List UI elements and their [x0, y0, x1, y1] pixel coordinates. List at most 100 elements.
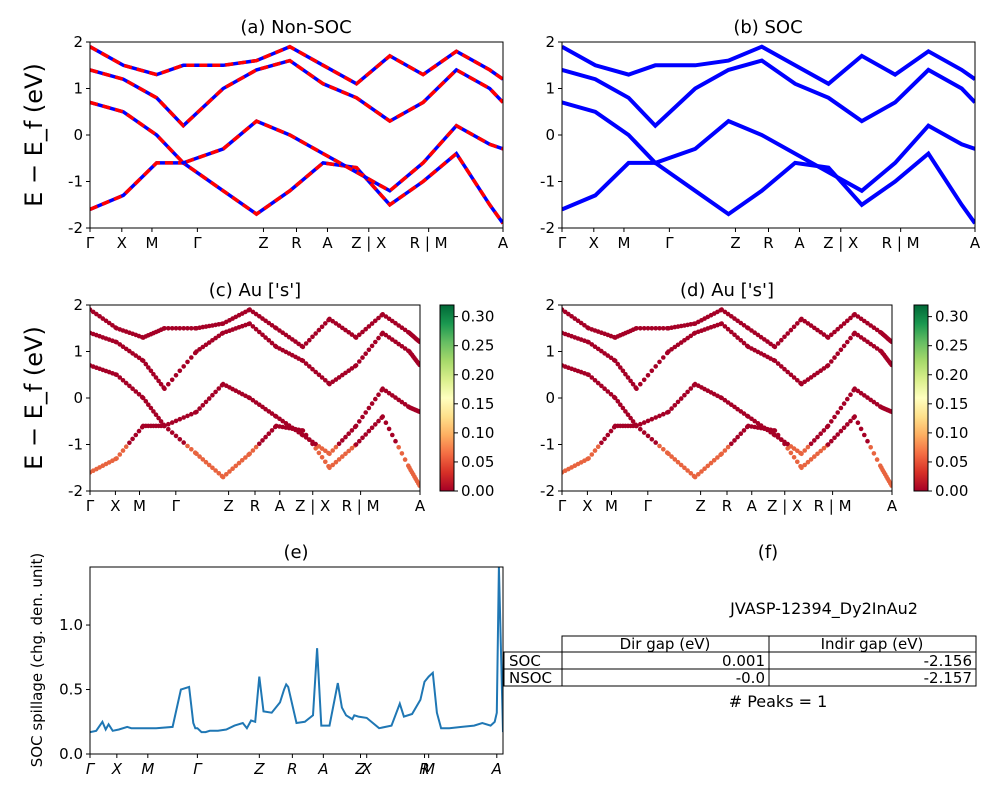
xtick-label: M [141, 760, 154, 778]
band-point [197, 454, 202, 459]
band-point [197, 406, 202, 411]
band-point [319, 375, 325, 380]
band-point [300, 432, 306, 438]
band-point [722, 309, 728, 315]
band-point [148, 368, 154, 374]
band-point [236, 460, 242, 466]
ytick-label: 1 [545, 343, 555, 361]
band-point [393, 395, 398, 400]
band-point [197, 347, 202, 352]
ytick-label: 2 [545, 296, 555, 314]
band-point [678, 462, 684, 468]
band-point [738, 338, 744, 343]
band-point [788, 444, 794, 449]
band-point [688, 471, 694, 476]
band-point [746, 414, 751, 419]
band-point [768, 341, 773, 347]
band-point [612, 358, 618, 364]
band-point [672, 403, 678, 408]
band-point [340, 438, 345, 443]
panel-e-title: (e) [283, 542, 308, 563]
band-point [353, 363, 359, 368]
band-point [835, 351, 840, 357]
band-point [181, 364, 186, 369]
band-point [628, 378, 633, 384]
band-point [862, 318, 867, 324]
band-point [177, 437, 183, 442]
xtick-label: Γ [558, 497, 567, 515]
colorbar-tick-label: 0.05 [935, 453, 968, 471]
band-point [383, 332, 389, 338]
band-point [852, 386, 857, 392]
band-point [319, 446, 325, 451]
colorbar-tick-label: 0.25 [461, 337, 494, 355]
band-point [657, 443, 662, 449]
panel-e-xticks: Γ X M Γ Z R A ZX RM A [86, 754, 502, 778]
panel-c-yticks: -2 -1 0 1 2 [68, 296, 90, 500]
panel-f-material: JVASP-12394_Dy2InAu2 [729, 599, 918, 619]
band-point [390, 393, 395, 398]
band-point [649, 368, 655, 374]
ytick-label: 0 [73, 126, 83, 144]
band-point [158, 381, 164, 387]
band-point [310, 366, 315, 372]
band-point [653, 326, 658, 331]
band-point [380, 414, 386, 419]
band-point [746, 326, 751, 331]
band-point [732, 332, 737, 338]
band-point [151, 409, 156, 414]
band-point [357, 332, 362, 338]
ytick-label: -1 [540, 436, 555, 454]
spillage-line [90, 567, 503, 734]
band-point [340, 454, 345, 459]
band-point [805, 444, 811, 450]
band-point [682, 465, 687, 471]
band-point [630, 419, 636, 424]
band-point [158, 419, 164, 424]
band-point [376, 392, 381, 398]
band-point [280, 418, 286, 424]
table-row-soc-label: SOC [509, 652, 541, 670]
band-point [380, 312, 386, 317]
ytick-label: -2 [540, 482, 555, 500]
ytick-label: 1 [73, 343, 83, 361]
band-point [641, 420, 647, 425]
xtick-label: Γ [86, 234, 95, 252]
band-point [741, 428, 747, 433]
xtick-label: R | M [410, 234, 448, 252]
band-point [791, 324, 797, 330]
panel-e-yticks: 0.0 0.5 1.0 [59, 616, 90, 763]
xtick-label: R [763, 234, 773, 252]
band-point [390, 318, 395, 324]
xtick-label: R [291, 234, 301, 252]
xtick-label: Γ [193, 234, 202, 252]
panel-f-peaks: # Peaks = 1 [729, 692, 828, 711]
band-point [162, 423, 167, 429]
band-point [848, 392, 853, 398]
band-point [708, 460, 714, 466]
band-point [343, 451, 348, 457]
band-point [340, 325, 345, 331]
colorbar-tick-label: 0.20 [935, 366, 968, 384]
band-point [140, 358, 146, 364]
band-point [330, 448, 336, 453]
band-point [852, 330, 857, 336]
band-point [373, 318, 378, 324]
panel-b-bands [562, 44, 975, 225]
band-point [645, 373, 651, 378]
panel-f-title: (f) [758, 542, 778, 563]
band-point [779, 364, 784, 369]
ytick-label: -2 [68, 482, 83, 500]
band-point [785, 441, 790, 447]
band-point [685, 335, 690, 341]
band-point [599, 348, 604, 354]
band-point [802, 379, 807, 385]
band-point [772, 428, 778, 433]
band-point [589, 342, 595, 347]
table-nsoc-indir-cell [768, 668, 977, 687]
band-point [732, 438, 737, 443]
band-point [213, 335, 218, 341]
xtick-label: Z | X [823, 234, 858, 252]
band-point [865, 339, 870, 345]
